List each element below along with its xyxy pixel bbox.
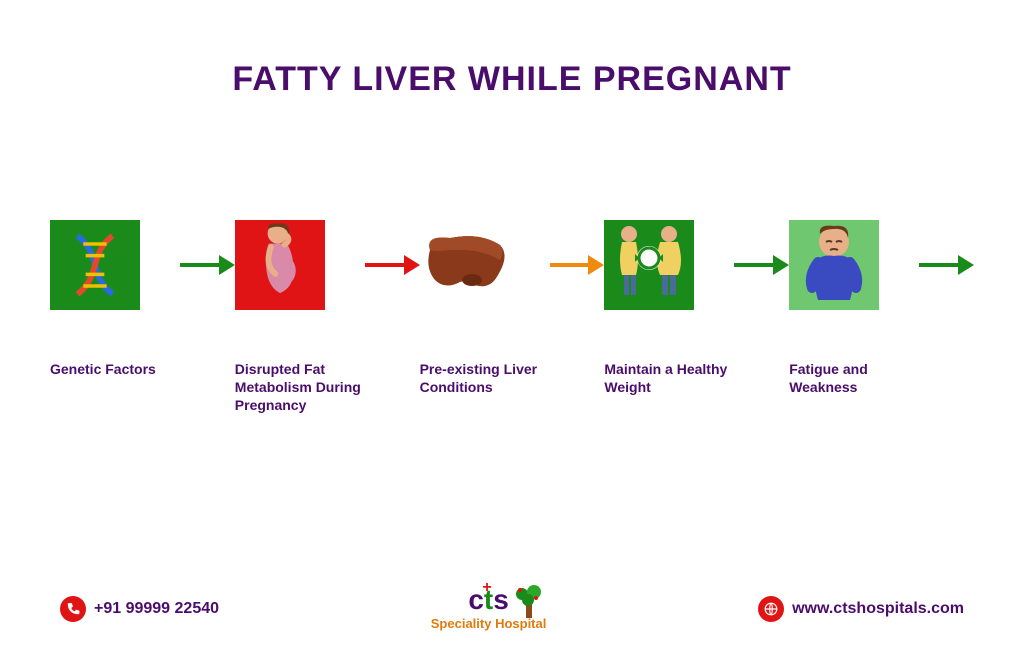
flow-node: Maintain a Healthy Weight bbox=[604, 220, 734, 396]
footer-bar: +91 99999 22540 c+ts Speciality Hospital… bbox=[0, 586, 1024, 631]
flow-node: Fatigue and Weakness bbox=[789, 220, 919, 396]
flow-node: Genetic Factors bbox=[50, 220, 180, 378]
phone-icon bbox=[60, 596, 86, 622]
weight-icon bbox=[604, 220, 694, 310]
flow-node-label: Genetic Factors bbox=[50, 360, 156, 378]
logo-s: s bbox=[493, 584, 509, 615]
flow-node-label: Disrupted Fat Metabolism During Pregnanc… bbox=[235, 360, 365, 415]
pregnant-icon bbox=[235, 220, 325, 310]
flow-arrow bbox=[550, 220, 605, 310]
hospital-logo: c+ts Speciality Hospital bbox=[431, 586, 547, 631]
logo-subtitle: Speciality Hospital bbox=[431, 616, 547, 631]
footer-website-text: www.ctshospitals.com bbox=[792, 600, 964, 618]
dna-icon bbox=[50, 220, 140, 310]
footer-website: www.ctshospitals.com bbox=[758, 596, 964, 622]
footer-phone-text: +91 99999 22540 bbox=[94, 600, 219, 618]
liver-icon bbox=[420, 220, 510, 310]
flow-node: Pre-existing Liver Conditions bbox=[420, 220, 550, 396]
fatigue-icon bbox=[789, 220, 879, 310]
logo-plus: + bbox=[482, 580, 491, 596]
logo-main: c+ts bbox=[468, 586, 508, 614]
flow-row: Genetic Factors Disrupted Fat Metabolism … bbox=[0, 220, 1024, 415]
flow-arrow bbox=[919, 220, 974, 310]
flow-node-label: Pre-existing Liver Conditions bbox=[420, 360, 550, 396]
flow-node-label: Fatigue and Weakness bbox=[789, 360, 919, 396]
tree-icon bbox=[514, 582, 544, 618]
flow-arrow bbox=[365, 220, 420, 310]
flow-arrow bbox=[180, 220, 235, 310]
globe-icon bbox=[758, 596, 784, 622]
flow-node-label: Maintain a Healthy Weight bbox=[604, 360, 734, 396]
footer-phone: +91 99999 22540 bbox=[60, 596, 219, 622]
main-title: FATTY LIVER WHILE PREGNANT bbox=[0, 60, 1024, 99]
flow-arrow bbox=[734, 220, 789, 310]
flow-node: Disrupted Fat Metabolism During Pregnanc… bbox=[235, 220, 365, 415]
